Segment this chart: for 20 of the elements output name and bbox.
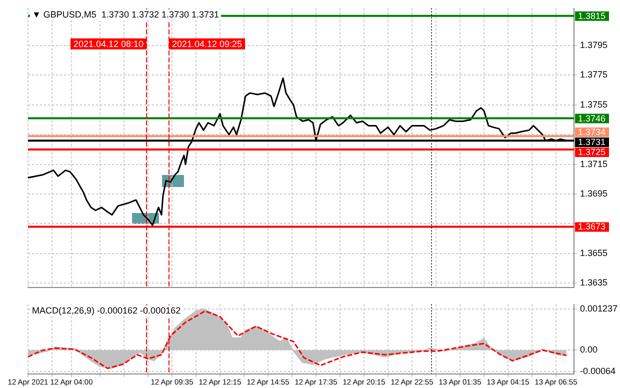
ref-line-label: 1.3673 <box>578 222 606 232</box>
ref-line-label: 1.3731 <box>578 137 606 148</box>
ref-line-label: 1.3746 <box>578 113 606 124</box>
y-tick-label: 0.00 <box>580 344 598 355</box>
y-tick-label: 1.3755 <box>580 99 608 110</box>
y-tick-label: 0.001237 <box>580 304 618 314</box>
y-tick-label: 1.3715 <box>580 158 608 169</box>
ref-line-label: 1.3725 <box>578 147 606 158</box>
y-tick-label: 1.3775 <box>580 70 608 80</box>
y-tick-label: 1.3655 <box>580 248 608 258</box>
y-tick-label: 1.3695 <box>580 188 608 199</box>
ref-line-label: 2021.04.12 09:25 <box>172 38 242 49</box>
y-tick-label: 1.3635 <box>580 278 608 288</box>
chart-title: ▼ GBPUSD,M5 1.3730 1.3732 1.3730 1.3731 <box>32 9 220 20</box>
ref-line-label: 1.3815 <box>578 10 606 21</box>
y-tick-label: 1.3795 <box>580 40 608 50</box>
y-tick-label: -0.00064 <box>580 366 616 376</box>
ref-line-label: 2021.04.12 08:10 <box>73 38 144 49</box>
ref-line-label: 1.3734 <box>578 127 606 138</box>
chart-title: MACD(12,26,9) -0.000162 -0.000162 <box>32 305 181 316</box>
